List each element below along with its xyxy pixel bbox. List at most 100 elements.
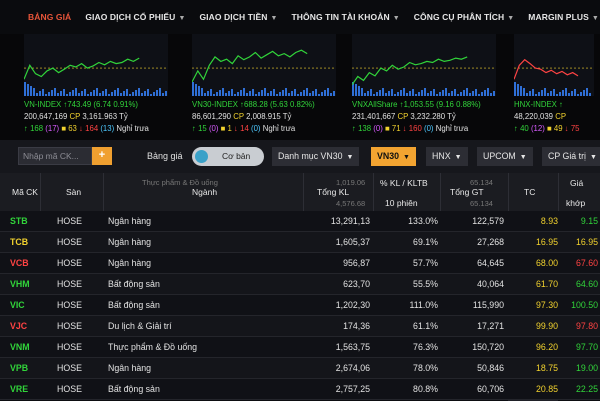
nav-menu-4[interactable]: CÔNG CỤ PHÂN TÍCH ▼ — [414, 12, 515, 22]
index-status: Nghỉ trưa — [116, 124, 149, 133]
dropdown-label: VN30 — [377, 151, 400, 161]
exchange-cell: HOSE — [57, 342, 82, 352]
col-header-sector[interactable]: Ngành — [192, 187, 218, 197]
col-header-symbol[interactable]: Mã CK — [12, 187, 38, 197]
ghost-value-text-2: 65.134 — [470, 199, 493, 208]
reference-price-cell: 16.95 — [535, 237, 558, 247]
table-row[interactable]: VIC HOSE Bất động sản 1,202,30 111.0% 115,990… — [0, 295, 600, 316]
nav-menu-1[interactable]: GIAO DỊCH CỔ PHIẾU ▼ — [85, 12, 185, 22]
index-name: HNX-INDEX — [514, 100, 557, 109]
table-row[interactable]: VCB HOSE Ngân hàng 956,87 57.7% 64,645 68.00 67… — [0, 253, 600, 274]
header-divider — [373, 173, 374, 211]
stock-symbol: VRE — [10, 384, 29, 394]
matched-price-cell: 100.50 — [571, 300, 598, 310]
chevron-down-icon: ▼ — [454, 154, 462, 161]
table-row[interactable]: VPB HOSE Ngân hàng 2,674,06 78.0% 50,846 18.75… — [0, 358, 600, 379]
index-headline: VNXAllShare ↑1,053.55 (9.16 0.88%) — [352, 100, 481, 109]
col-header-volume-ratio[interactable]: % KL / KLTB — [380, 178, 428, 188]
matched-price-cell: 19.00 — [575, 363, 598, 373]
nav-menu-5[interactable]: MARGIN PLUS ▼ — [528, 12, 599, 22]
index-cp-label: CP — [555, 112, 567, 121]
nav-menu-0[interactable]: BẢNG GIÁ — [28, 12, 71, 22]
index-panel-1[interactable]: VN30-INDEX ↑688.28 (5.63 0.82%) 86,601,29… — [192, 34, 342, 140]
col-header-exchange[interactable]: Sàn — [66, 187, 82, 197]
dropdown-3[interactable]: UPCOM ▼ — [477, 147, 533, 166]
nav-menu-2[interactable]: GIAO DỊCH TIỀN ▼ — [199, 12, 277, 22]
basic-mode-toggle[interactable]: Cơ bản — [192, 147, 264, 166]
index-unchanged: 49 — [553, 124, 563, 133]
dropdown-4[interactable]: CP Giá trị ▼ — [542, 147, 600, 166]
arrow-down-icon: ↓ — [234, 124, 238, 133]
col-header-total-value[interactable]: Tổng GT — [450, 187, 484, 197]
col-header-total-volume[interactable]: Tổng KL — [317, 187, 350, 197]
arrow-down-icon: ↓ — [79, 124, 83, 133]
arrow-up-icon: ↑ — [192, 124, 196, 133]
stock-symbol: VPB — [10, 363, 29, 373]
table-row[interactable]: VJC HOSE Du lịch & Giải trí 174,36 61.1% 17,2… — [0, 316, 600, 337]
sector-cell: Ngân hàng — [108, 237, 152, 247]
index-name: VN30-INDEX — [192, 100, 238, 109]
index-volume-row: 231,401,667 CP 3,232.280 Tỷ — [352, 112, 456, 121]
table-row[interactable]: VRE HOSE Bất động sản 2,757,25 80.8% 60,706 20… — [0, 379, 600, 400]
index-name: VNXAllShare — [352, 100, 398, 109]
total-value-cell: 60,706 — [477, 384, 504, 394]
index-decliners: 160 — [408, 124, 422, 133]
index-volume: 86,601,290 — [192, 112, 232, 121]
index-name: VN-INDEX — [24, 100, 62, 109]
index-headline: HNX-INDEX ↑ — [514, 100, 563, 109]
stock-symbol: VIC — [10, 300, 25, 310]
index-panel-0[interactable]: VN-INDEX ↑743.49 (6.74 0.91%) 200,647,169… — [24, 34, 174, 140]
exchange-cell: HOSE — [57, 363, 82, 373]
arrow-up-icon: ↑ — [63, 100, 68, 109]
total-volume-cell: 1,605,37 — [335, 237, 370, 247]
col-header-reference[interactable]: TC — [524, 187, 536, 197]
chevron-down-icon: ▼ — [519, 154, 527, 161]
index-value-bn: 3,161.963 — [82, 112, 118, 121]
index-panel-2[interactable]: VNXAllShare ↑1,053.55 (9.16 0.88%) 231,40… — [352, 34, 502, 140]
reference-price-cell: 61.70 — [535, 279, 558, 289]
index-volume: 200,647,169 — [24, 112, 68, 121]
exchange-cell: HOSE — [57, 384, 82, 394]
arrow-down-icon: ↓ — [564, 124, 569, 133]
index-advancers: 138 — [358, 124, 372, 133]
index-ceiling-count: (12) — [530, 124, 545, 133]
table-row[interactable]: VNM HOSE Thực phẩm & Đồ uống 1,563,75 76.3% 1… — [0, 337, 600, 358]
sector-cell: Du lịch & Giải trí — [108, 321, 172, 331]
table-row[interactable]: VHM HOSE Bất động sản 623,70 55.5% 40,064 61.7… — [0, 274, 600, 295]
index-breadth-row: ↑ 40 (12) ■ 49 ↓ 75 — [514, 124, 580, 133]
volume-ratio-cell: 57.7% — [413, 258, 438, 268]
index-change: (5.63 0.82%) — [270, 100, 315, 109]
nav-menu-3[interactable]: THÔNG TIN TÀI KHOẢN ▼ — [292, 12, 400, 22]
total-value-cell: 115,990 — [472, 300, 504, 310]
reference-price-cell: 8.93 — [540, 216, 558, 226]
dropdown-2[interactable]: HNX ▼ — [426, 147, 468, 166]
col-header-price[interactable]: Giá — [570, 178, 584, 188]
index-cp-label: CP — [397, 112, 409, 121]
sector-cell: Ngân hàng — [108, 363, 152, 373]
chevron-down-icon: ▼ — [591, 15, 599, 22]
total-volume-cell: 1,563,75 — [335, 342, 370, 352]
ghost-sector-text: Thực phẩm & Đồ uống — [142, 178, 218, 187]
table-row[interactable]: STB HOSE Ngân hàng 13,291,13 133.0% 122,579 8.… — [0, 211, 600, 232]
total-value-cell: 40,064 — [477, 279, 504, 289]
square-icon: ■ — [546, 124, 552, 133]
sector-cell: Ngân hàng — [108, 216, 152, 226]
ghost-value-text: 65.134 — [470, 178, 493, 187]
add-stock-button[interactable]: + — [92, 147, 112, 165]
nav-menu-label: MARGIN PLUS — [528, 12, 589, 22]
total-volume-cell: 956,87 — [343, 258, 370, 268]
dropdown-1[interactable]: VN30 ▼ — [371, 147, 416, 166]
stock-symbol: VCB — [10, 258, 29, 268]
index-sparkline — [24, 34, 168, 96]
table-row[interactable]: TCB HOSE Ngân hàng 1,605,37 69.1% 27,268 16.95… — [0, 232, 600, 253]
board-label: Bảng giá — [147, 151, 183, 161]
index-panel-3[interactable]: HNX-INDEX ↑ 48,220,039 CP ↑ 40 (12) ■ 49… — [514, 34, 600, 140]
total-volume-cell: 13,291,13 — [330, 216, 370, 226]
total-volume-cell: 1,202,30 — [335, 300, 370, 310]
index-volume: 48,220,039 — [514, 112, 554, 121]
stock-search-input[interactable]: Nhập mã CK... — [18, 147, 92, 165]
square-icon: ■ — [384, 124, 390, 133]
index-unchanged: 63 — [68, 124, 77, 133]
dropdown-0[interactable]: Danh mục VN30 ▼ — [272, 147, 360, 166]
ghost-volume-text: 1,019.06 — [336, 178, 366, 187]
